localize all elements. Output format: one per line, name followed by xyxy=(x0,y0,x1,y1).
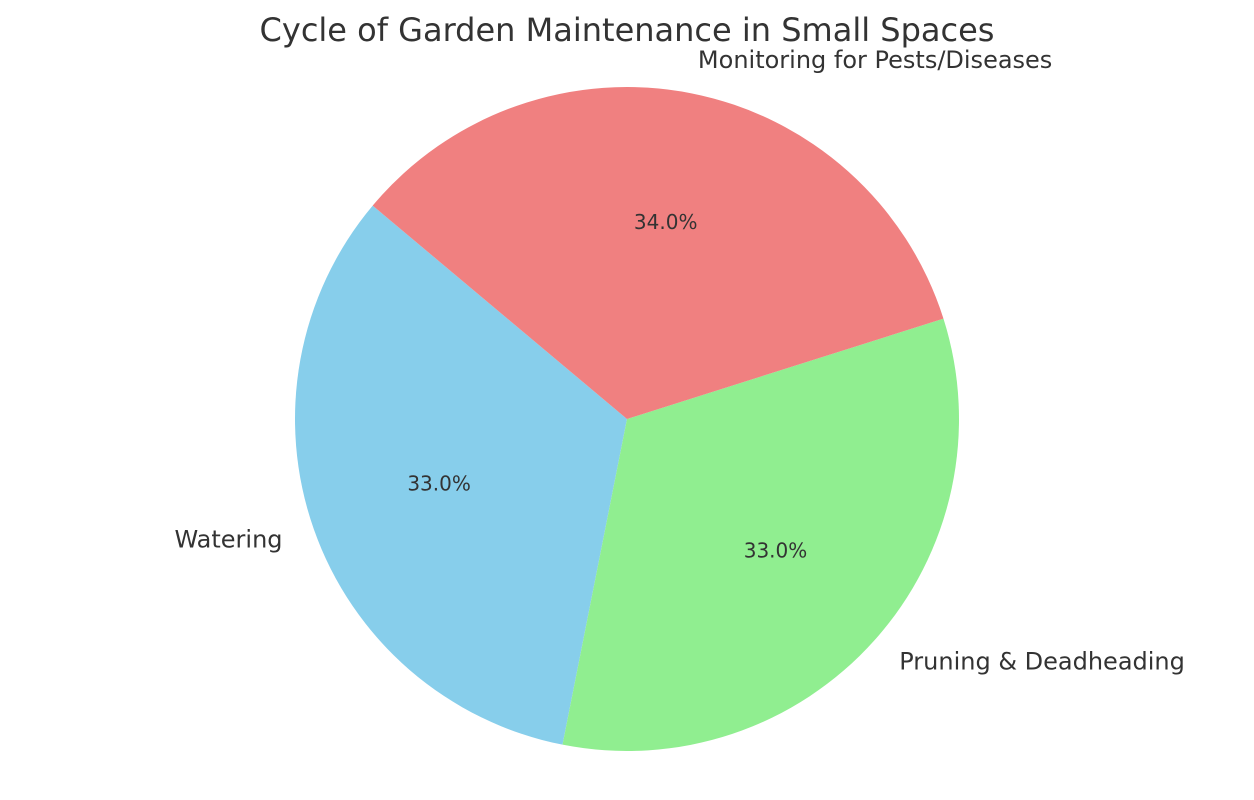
slice-label: Monitoring for Pests/Diseases xyxy=(698,46,1052,74)
percent-label: 33.0% xyxy=(744,538,808,562)
percent-label: 33.0% xyxy=(407,472,471,496)
slice-label: Pruning & Deadheading xyxy=(899,647,1185,675)
slice-label: Watering xyxy=(174,525,282,553)
pie-slice xyxy=(295,205,627,745)
pie-slice xyxy=(372,87,944,420)
percent-label: 34.0% xyxy=(634,210,698,234)
chart-title: Cycle of Garden Maintenance in Small Spa… xyxy=(260,11,995,49)
pie-slice xyxy=(562,318,959,751)
